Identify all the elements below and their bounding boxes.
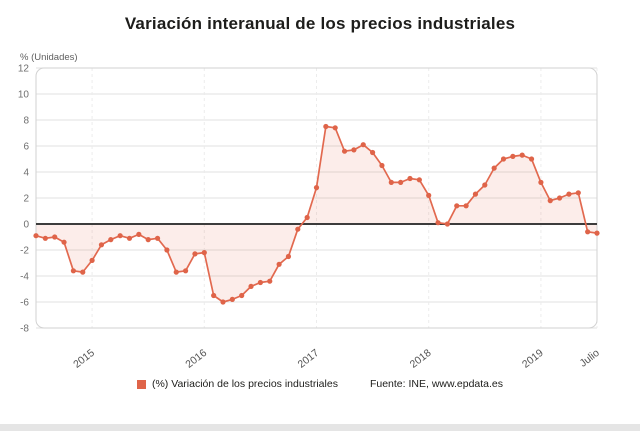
svg-text:12: 12 (18, 64, 30, 75)
svg-text:4: 4 (23, 168, 29, 179)
legend-series-label: (%) Variación de los precios industriale… (151, 378, 338, 390)
svg-text:6: 6 (23, 142, 29, 153)
series-marker-icon (136, 379, 146, 389)
svg-text:2016: 2016 (183, 347, 209, 371)
svg-text:-4: -4 (20, 272, 29, 283)
svg-text:0: 0 (23, 220, 29, 231)
line-chart-canvas: 12 10 8 6 4 2 0 -2 -4 -6 -8 2015 2016 2017 2018 2019 Jul… (18, 64, 602, 371)
legend-series-item[interactable]: (%) Variación de los precios industriale… (136, 378, 338, 390)
svg-text:-8: -8 (20, 324, 29, 335)
y-axis-unit-label: % (Unidades) (20, 52, 78, 63)
chart-legend: (%) Variación de los precios industriale… (0, 378, 640, 390)
chart-title: Variación interanual de los precios indu… (124, 14, 516, 33)
x-tick-labels: 2015 2016 2017 2018 2019 Julio (71, 347, 602, 371)
footer-strip (0, 424, 640, 431)
svg-text:2: 2 (23, 194, 29, 205)
series-point-markers (33, 123, 600, 305)
svg-text:Julio: Julio (577, 347, 602, 370)
svg-text:2015: 2015 (71, 347, 97, 371)
svg-text:8: 8 (23, 116, 29, 127)
svg-text:2018: 2018 (408, 347, 434, 371)
svg-text:2019: 2019 (520, 347, 546, 371)
svg-text:-2: -2 (20, 246, 29, 257)
series-area-fill (36, 126, 597, 302)
y-tick-labels: 12 10 8 6 4 2 0 -2 -4 -6 -8 (18, 64, 30, 335)
svg-text:10: 10 (18, 90, 30, 101)
source-label: Fuente: INE, www.epdata.es (369, 378, 504, 390)
plot-border (35, 67, 598, 329)
svg-text:2017: 2017 (296, 347, 322, 371)
svg-text:-6: -6 (20, 298, 29, 309)
